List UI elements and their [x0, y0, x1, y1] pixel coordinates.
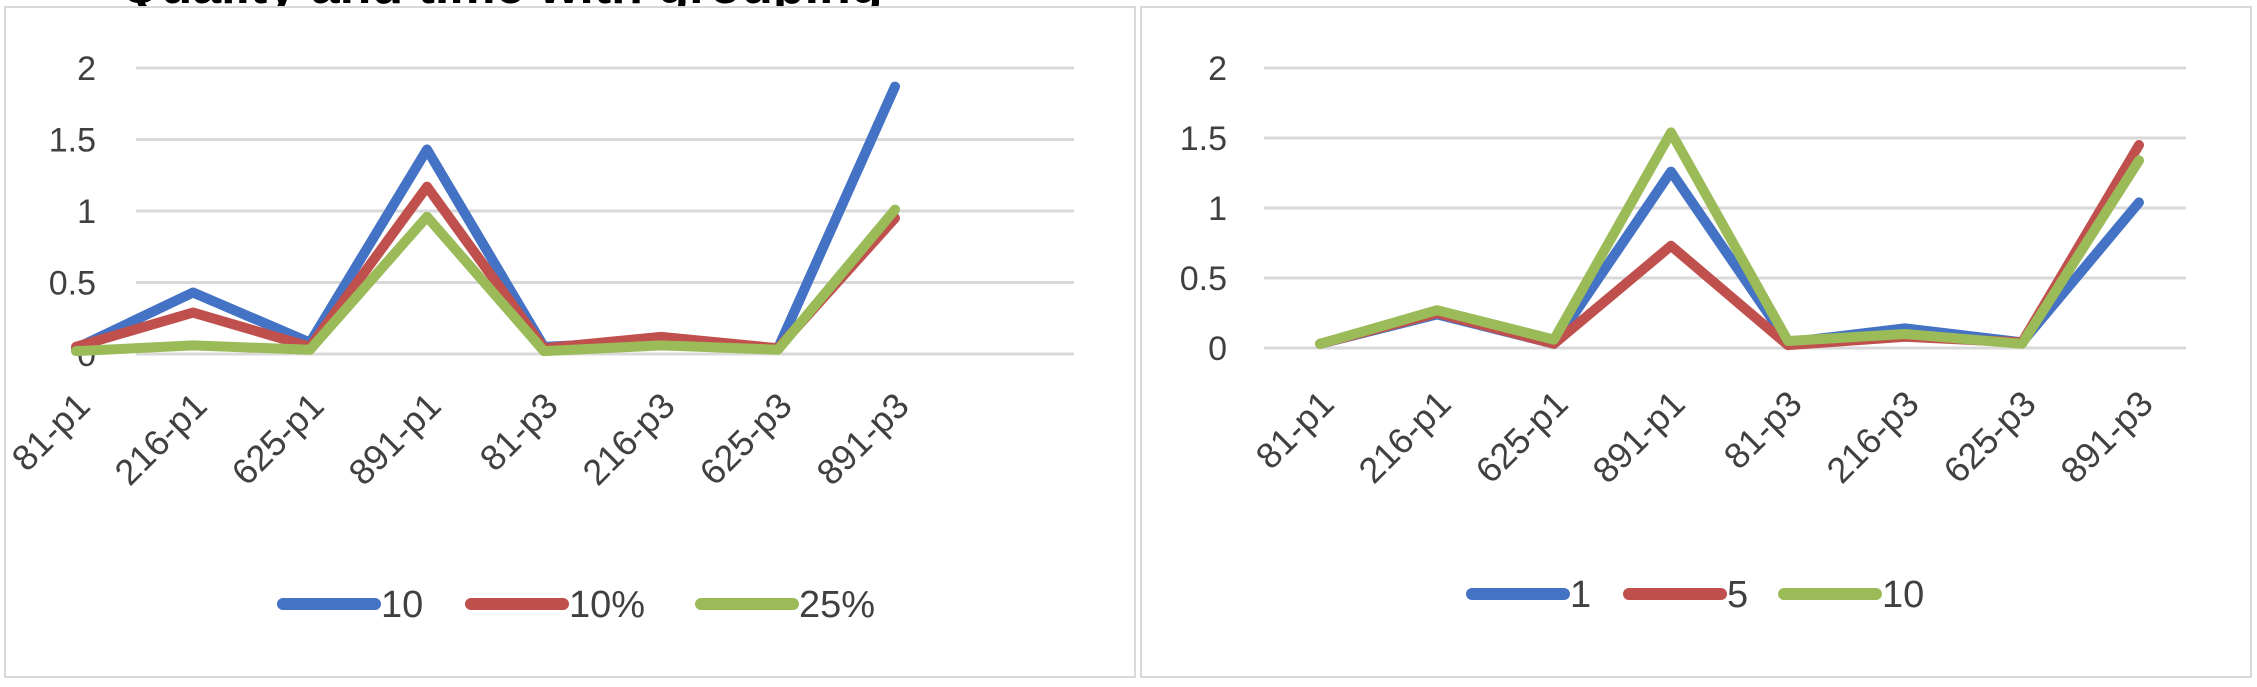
left-x-tick-label: 891-p3	[808, 385, 916, 493]
chart-panel-left: 0 0.5 1 1.5 2 81-p1 216-p1 625-p1 891-p1 81-p3 216…	[4, 6, 1136, 678]
right-x-tick-label: 216-p1	[1350, 383, 1458, 491]
right-y-tick-label: 1	[1208, 190, 1227, 228]
right-x-tick-label: 81-p1	[1248, 383, 1342, 477]
left-y-tick-label: 2	[77, 50, 96, 88]
left-x-tick-label: 216-p3	[574, 385, 682, 493]
left-y-tick-label: 1.5	[49, 122, 96, 160]
right-x-tick-label: 216-p3	[1818, 383, 1926, 491]
right-y-tick-label: 0.5	[1180, 260, 1227, 298]
right-y-tick-label: 1.5	[1180, 120, 1227, 158]
right-x-tick-label: 625-p3	[1935, 383, 2043, 491]
left-x-tick-label: 625-p3	[691, 385, 799, 493]
right-legend-label-1: 5	[1727, 574, 1748, 616]
right-series-line-2	[1315, 127, 2144, 349]
right-legend-label-2: 10	[1882, 574, 1924, 616]
chart-right: 0 0.5 1 1.5 2 81-p1 216-p1 625-p1 891-p1 81-p3 216…	[1180, 50, 2186, 616]
left-y-tick-label: 0.5	[49, 265, 96, 303]
right-y-tick-label: 2	[1208, 50, 1227, 88]
left-legend-label-1: 10%	[569, 584, 645, 626]
right-x-tick-label: 891-p3	[2052, 383, 2160, 491]
right-legend-label-0: 1	[1570, 574, 1591, 616]
left-series-line-2	[71, 204, 900, 357]
left-x-tick-label: 81-p3	[472, 385, 566, 479]
left-legend-label-2: 25%	[799, 584, 875, 626]
chart-panel-right: 0 0.5 1 1.5 2 81-p1 216-p1 625-p1 891-p1 81-p3 216…	[1140, 6, 2252, 678]
right-x-tick-label: 81-p3	[1716, 383, 1810, 477]
left-legend-label-0: 10	[381, 584, 423, 626]
right-x-tick-label: 625-p1	[1467, 383, 1575, 491]
left-x-tick-label: 216-p1	[106, 385, 214, 493]
right-x-tick-label: 891-p1	[1584, 383, 1692, 491]
left-series-line-0	[71, 81, 900, 354]
left-x-tick-label: 81-p1	[4, 385, 98, 479]
right-y-tick-label: 0	[1208, 330, 1227, 368]
left-x-tick-label: 625-p1	[223, 385, 331, 493]
left-x-tick-label: 891-p1	[340, 385, 448, 493]
left-y-tick-label: 1	[77, 193, 96, 231]
